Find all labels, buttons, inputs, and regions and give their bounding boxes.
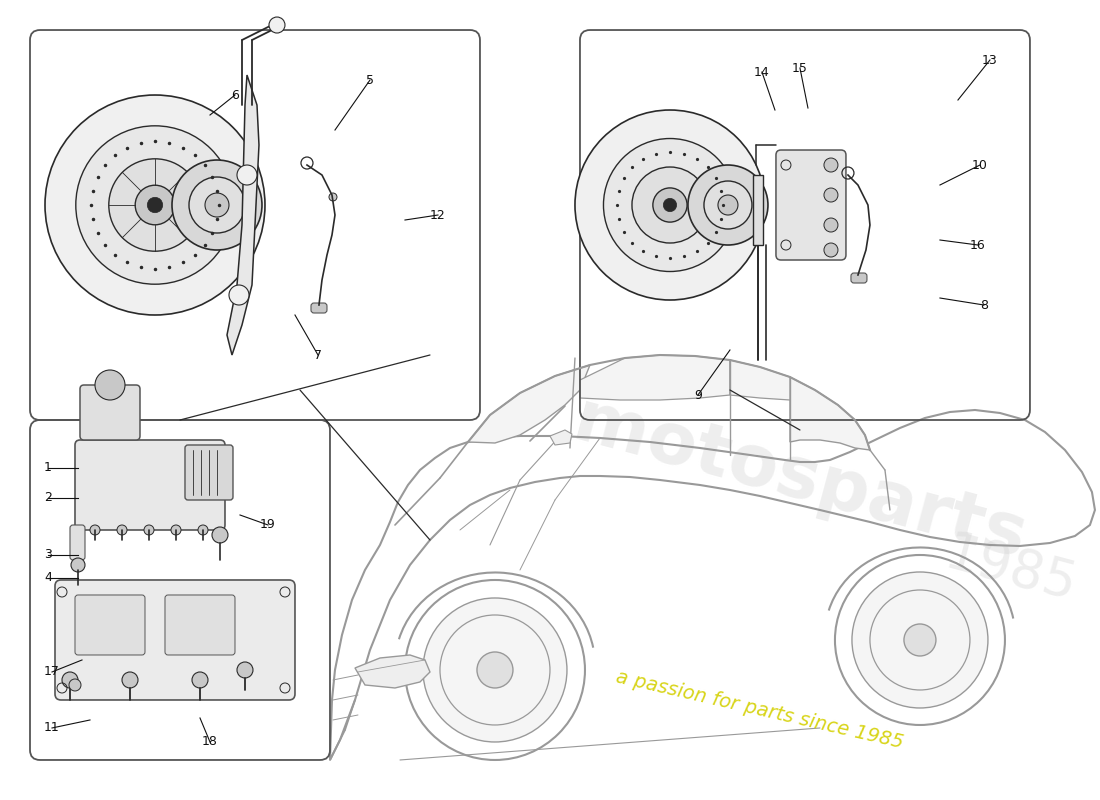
Circle shape xyxy=(575,110,764,300)
Circle shape xyxy=(718,195,738,215)
Polygon shape xyxy=(730,360,790,400)
Circle shape xyxy=(122,672,138,688)
FancyBboxPatch shape xyxy=(80,385,140,440)
Circle shape xyxy=(852,572,988,708)
Text: 8: 8 xyxy=(980,298,988,311)
Circle shape xyxy=(189,177,245,233)
Text: 10: 10 xyxy=(972,158,988,171)
FancyBboxPatch shape xyxy=(851,273,867,283)
Circle shape xyxy=(212,527,228,543)
Circle shape xyxy=(95,370,125,400)
Circle shape xyxy=(824,243,838,257)
Polygon shape xyxy=(580,355,730,400)
Text: 3: 3 xyxy=(44,549,52,562)
FancyBboxPatch shape xyxy=(776,150,846,260)
FancyBboxPatch shape xyxy=(165,595,235,655)
FancyBboxPatch shape xyxy=(70,525,85,560)
Circle shape xyxy=(824,218,838,232)
Circle shape xyxy=(170,525,182,535)
Circle shape xyxy=(477,652,513,688)
Circle shape xyxy=(69,679,81,691)
Text: 14: 14 xyxy=(755,66,770,78)
FancyBboxPatch shape xyxy=(185,445,233,500)
Text: 6: 6 xyxy=(231,89,239,102)
Text: 19: 19 xyxy=(260,518,276,531)
Circle shape xyxy=(117,525,126,535)
Circle shape xyxy=(76,126,234,284)
Circle shape xyxy=(632,167,708,243)
Circle shape xyxy=(135,186,175,225)
Circle shape xyxy=(90,525,100,535)
Circle shape xyxy=(270,17,285,33)
Circle shape xyxy=(229,285,249,305)
Polygon shape xyxy=(355,655,430,688)
Text: 16: 16 xyxy=(970,238,986,251)
Text: motosparts: motosparts xyxy=(566,386,1034,574)
Circle shape xyxy=(688,165,768,245)
Circle shape xyxy=(72,558,85,572)
Text: 17: 17 xyxy=(44,666,59,678)
FancyBboxPatch shape xyxy=(55,580,295,700)
Circle shape xyxy=(236,662,253,678)
Circle shape xyxy=(904,624,936,656)
Circle shape xyxy=(824,158,838,172)
Polygon shape xyxy=(790,377,870,450)
Circle shape xyxy=(45,95,265,315)
Text: 12: 12 xyxy=(430,209,446,222)
Text: 4: 4 xyxy=(44,571,52,585)
Circle shape xyxy=(424,598,566,742)
Text: 15: 15 xyxy=(792,62,807,74)
Circle shape xyxy=(329,193,337,201)
Circle shape xyxy=(604,138,737,271)
Polygon shape xyxy=(227,75,258,355)
Text: 1: 1 xyxy=(44,462,52,474)
Text: a passion for parts since 1985: a passion for parts since 1985 xyxy=(614,668,905,752)
Text: 1985: 1985 xyxy=(938,527,1081,613)
Circle shape xyxy=(109,159,201,251)
FancyBboxPatch shape xyxy=(75,440,226,530)
Circle shape xyxy=(172,160,262,250)
Text: 2: 2 xyxy=(44,491,52,505)
FancyBboxPatch shape xyxy=(75,595,145,655)
Polygon shape xyxy=(754,175,763,245)
Circle shape xyxy=(147,198,163,213)
FancyBboxPatch shape xyxy=(311,303,327,313)
Circle shape xyxy=(62,672,78,688)
Text: 7: 7 xyxy=(314,349,322,362)
Polygon shape xyxy=(550,430,572,445)
Text: 11: 11 xyxy=(44,722,59,734)
Circle shape xyxy=(824,188,838,202)
Circle shape xyxy=(144,525,154,535)
Circle shape xyxy=(205,193,229,217)
Circle shape xyxy=(198,525,208,535)
Circle shape xyxy=(192,672,208,688)
Text: 9: 9 xyxy=(694,389,702,402)
Circle shape xyxy=(704,181,752,229)
Circle shape xyxy=(653,188,688,222)
Text: 5: 5 xyxy=(366,74,374,86)
Text: 13: 13 xyxy=(982,54,998,66)
Polygon shape xyxy=(468,365,590,443)
Circle shape xyxy=(236,165,257,185)
Circle shape xyxy=(663,198,676,212)
Text: 18: 18 xyxy=(202,735,218,749)
